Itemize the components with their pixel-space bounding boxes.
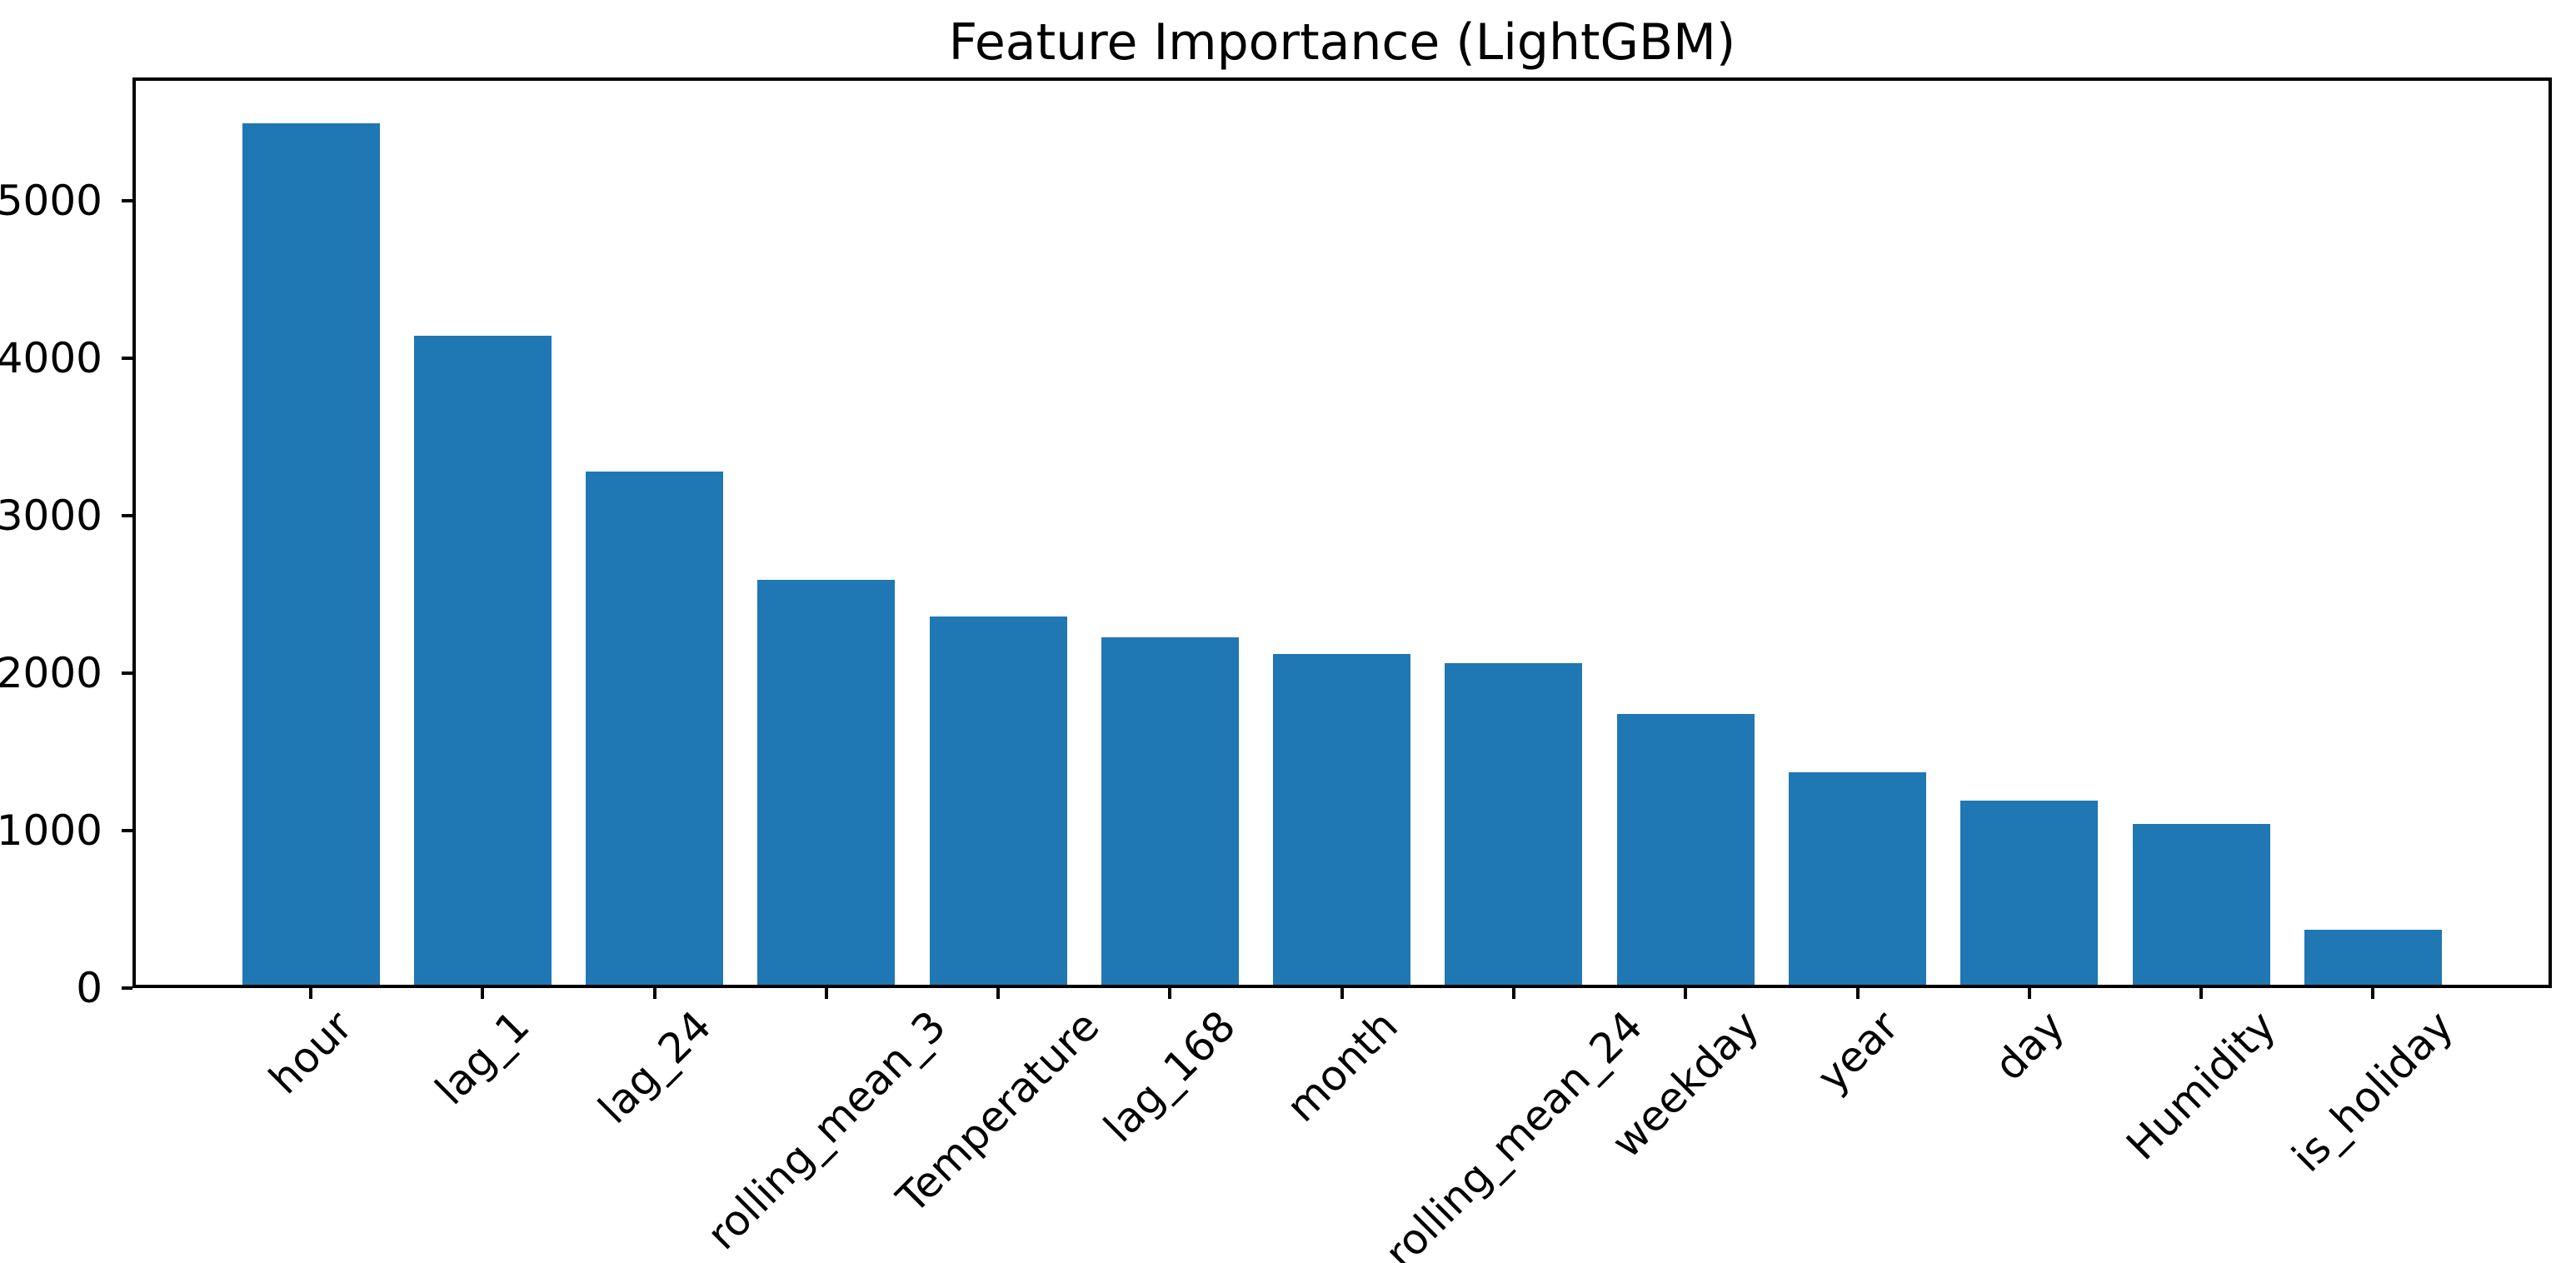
- x-tick-label-month: month: [1276, 1001, 1407, 1131]
- bar-rolling_mean_3: [757, 580, 896, 988]
- bar-lag_168: [1101, 637, 1239, 988]
- x-tick-Temperature: [996, 988, 1001, 999]
- y-tick-0: [122, 986, 132, 990]
- x-tick-label-year: year: [1807, 1001, 1908, 1102]
- bar-weekday: [1616, 713, 1755, 988]
- y-tick-label-5000: 5000: [0, 176, 102, 225]
- bar-year: [1789, 771, 1927, 988]
- x-tick-label-lag_24: lag_24: [588, 1001, 721, 1133]
- x-tick-label-rolling_mean_3: rolling_mean_3: [697, 1001, 956, 1260]
- y-tick-label-1000: 1000: [0, 806, 102, 855]
- chart-title: Feature Importance (LightGBM): [948, 13, 1736, 72]
- bar-Humidity: [2132, 824, 2270, 988]
- x-tick-month: [1340, 988, 1344, 999]
- x-tick-label-rolling_mean_24: rolling_mean_24: [1375, 1001, 1652, 1263]
- bar-month: [1273, 654, 1411, 988]
- bars-layer: [132, 77, 2552, 988]
- y-tick-5000: [122, 198, 132, 202]
- x-tick-lag_1: [481, 988, 485, 999]
- x-tick-weekday: [1684, 988, 1688, 999]
- x-tick-label-weekday: weekday: [1602, 1001, 1769, 1167]
- y-tick-2000: [122, 671, 132, 675]
- x-tick-day: [2027, 988, 2031, 999]
- x-tick-label-Temperature: Temperature: [887, 1001, 1109, 1223]
- bar-is_holiday: [2304, 930, 2442, 988]
- bar-lag_24: [586, 471, 724, 988]
- x-tick-is_holiday: [2371, 988, 2375, 999]
- bar-lag_1: [413, 336, 552, 988]
- x-tick-label-is_holiday: is_holiday: [2283, 1001, 2464, 1181]
- x-tick-rolling_mean_3: [824, 988, 828, 999]
- x-tick-hour: [309, 988, 313, 999]
- bar-Temperature: [929, 616, 1067, 988]
- y-tick-3000: [122, 513, 132, 517]
- x-tick-label-lag_1: lag_1: [426, 1001, 539, 1115]
- x-tick-label-Humidity: Humidity: [2117, 1001, 2285, 1170]
- y-tick-label-0: 0: [76, 964, 102, 1012]
- x-tick-label-day: day: [1984, 1001, 2074, 1091]
- y-tick-label-4000: 4000: [0, 333, 102, 382]
- bar-hour: [242, 122, 380, 988]
- y-tick-4000: [122, 356, 132, 360]
- x-tick-lag_24: [652, 988, 656, 999]
- x-tick-rolling_mean_24: [1511, 988, 1515, 999]
- x-tick-label-hour: hour: [260, 1001, 362, 1104]
- y-tick-label-2000: 2000: [0, 648, 102, 697]
- x-tick-Humidity: [2199, 988, 2204, 999]
- x-tick-lag_168: [1168, 988, 1172, 999]
- y-tick-label-3000: 3000: [0, 491, 102, 540]
- y-tick-1000: [122, 828, 132, 832]
- x-tick-label-lag_168: lag_168: [1095, 1001, 1246, 1152]
- x-tick-year: [1855, 988, 1860, 999]
- bar-rolling_mean_24: [1445, 663, 1583, 988]
- bar-day: [1960, 800, 2099, 988]
